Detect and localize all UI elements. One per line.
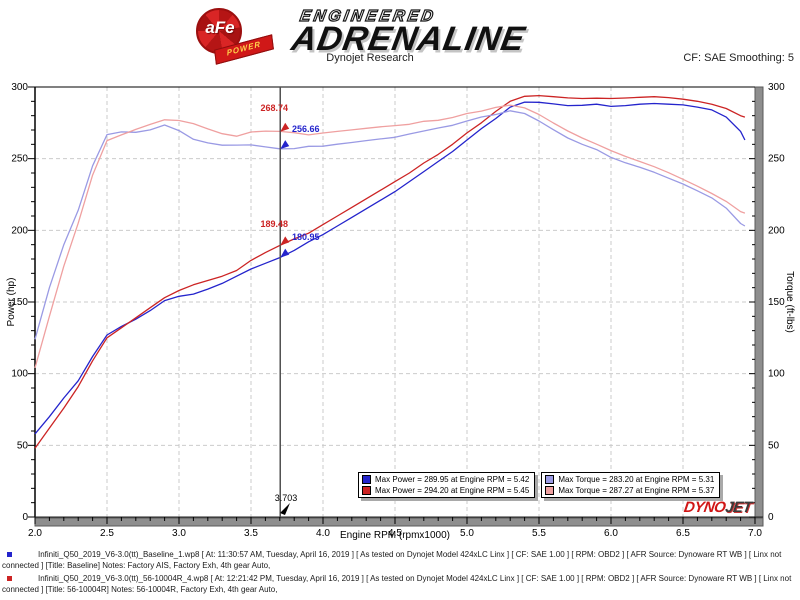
legend-swatch-palered-icon [545,486,555,495]
smoothing-setting-label: CF: SAE Smoothing: 5 [683,52,794,64]
dynojet-logo-dyno: DYNO [682,499,727,516]
legend-item-max-power-intake: Max Power = 294.20 at Engine RPM = 5.45 [362,486,529,495]
svg-text:50: 50 [768,440,780,451]
legend-box-torque: Max Torque = 283.20 at Engine RPM = 5.31… [541,472,721,498]
run-info-text: Infiniti_Q50_2019_V6-3.0(tt)_Baseline_1.… [2,550,782,570]
svg-text:300: 300 [768,82,785,93]
svg-text:7.0: 7.0 [748,528,762,539]
rpm-axis-title: Engine RPM (rpmx1000) [339,530,451,541]
svg-text:3.5: 3.5 [244,528,258,539]
legend-item-max-power-baseline: Max Power = 289.95 at Engine RPM = 5.42 [362,475,529,484]
legend-label: Max Torque = 283.20 at Engine RPM = 5.31 [558,475,715,484]
dynojet-logo-jet: JET [724,499,753,516]
svg-text:4.5: 4.5 [388,528,402,539]
legend-label: Max Power = 294.20 at Engine RPM = 5.45 [375,486,530,495]
svg-text:100: 100 [768,369,785,380]
cursor-readout-torque-red: 268.74 [260,103,288,113]
cursor-readout-power-blue: 180.95 [292,232,320,242]
run-bullet-blue-icon [7,552,12,557]
svg-text:200: 200 [768,225,785,236]
svg-text:4.0: 4.0 [316,528,330,539]
svg-text:6.0: 6.0 [604,528,618,539]
legend-label: Max Power = 289.95 at Engine RPM = 5.42 [375,475,530,484]
svg-text:5.0: 5.0 [460,528,474,539]
svg-text:100: 100 [11,369,28,380]
run-info-baseline: Infiniti_Q50_2019_V6-3.0(tt)_Baseline_1.… [2,549,797,571]
cursor-readout-power-red: 189.48 [260,219,288,229]
legend-item-max-torque-intake: Max Torque = 287.27 at Engine RPM = 5.37 [545,486,714,495]
run-info-intake: Infiniti_Q50_2019_V6-3.0(tt)_56-10004R_4… [2,573,797,595]
legend-label: Max Torque = 287.27 at Engine RPM = 5.37 [558,486,715,495]
svg-text:0: 0 [768,512,774,523]
svg-text:250: 250 [11,154,28,165]
afe-logo-emblem-icon [196,8,242,54]
dynojet-logo: DYNOJET [683,499,753,516]
svg-text:200: 200 [11,225,28,236]
cursor-readout-torque-blue: 256.66 [292,124,320,134]
svg-text:3.0: 3.0 [172,528,186,539]
torque-axis-title: Torque (ft-lbs) [784,271,795,333]
legend-swatch-paleblue-icon [545,475,555,484]
dyno-chart-plot[interactable]: 2.0 2.5 3.0 3.5 4.0 4.5 5.0 5.5 6.0 6.5 7.0 0 0 50 50 1… [0,70,800,550]
legend: Max Power = 289.95 at Engine RPM = 5.42 … [358,472,721,498]
legend-item-max-torque-baseline: Max Torque = 283.20 at Engine RPM = 5.31 [545,475,714,484]
legend-swatch-blue-icon [362,475,371,484]
run-info-footer: Infiniti_Q50_2019_V6-3.0(tt)_Baseline_1.… [2,549,797,597]
legend-swatch-red-icon [362,486,371,495]
power-axis-title: Power (hp) [6,277,17,327]
svg-text:0: 0 [22,512,28,523]
svg-text:150: 150 [768,297,785,308]
svg-text:5.5: 5.5 [532,528,546,539]
svg-text:2.0: 2.0 [28,528,42,539]
afe-logo-text: aFe [205,18,235,37]
cursor-rpm-label: 3.703 [274,493,298,503]
run-bullet-red-icon [7,576,12,581]
svg-text:50: 50 [17,440,29,451]
svg-text:150: 150 [11,297,28,308]
afe-power-logo: aFe POWER [190,6,294,65]
svg-text:300: 300 [11,82,28,93]
svg-text:250: 250 [768,154,785,165]
dynojet-research-subtitle: Dynojet Research [326,52,414,64]
legend-box-power: Max Power = 289.95 at Engine RPM = 5.42 … [358,472,536,498]
svg-text:2.5: 2.5 [100,528,114,539]
svg-text:6.5: 6.5 [676,528,690,539]
run-info-text: Infiniti_Q50_2019_V6-3.0(tt)_56-10004R_4… [2,574,792,594]
